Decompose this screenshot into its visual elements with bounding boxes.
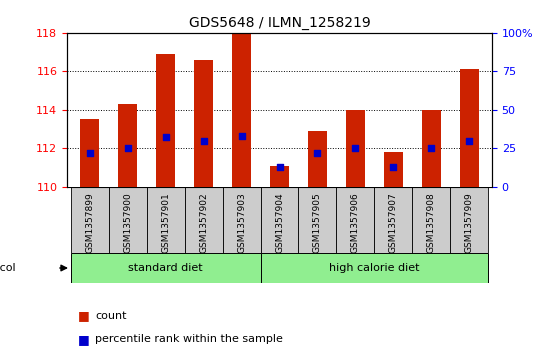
Point — [124, 145, 132, 151]
Bar — [337, 187, 375, 253]
Bar — [194, 60, 213, 187]
Point — [427, 145, 435, 151]
Bar — [232, 33, 251, 187]
Text: GSM1357900: GSM1357900 — [124, 192, 132, 253]
Bar — [80, 119, 100, 187]
Bar — [375, 187, 413, 253]
Text: GSM1357908: GSM1357908 — [427, 192, 435, 253]
Bar — [184, 187, 222, 253]
Point — [389, 164, 398, 170]
Text: standard diet: standard diet — [129, 263, 203, 273]
Text: percentile rank within the sample: percentile rank within the sample — [95, 334, 283, 344]
Bar — [71, 253, 260, 283]
Point — [86, 150, 94, 156]
Bar — [119, 104, 138, 187]
Text: ■: ■ — [78, 333, 90, 346]
Point — [313, 150, 322, 156]
Text: count: count — [95, 311, 126, 321]
Text: high calorie diet: high calorie diet — [329, 263, 420, 273]
Text: GSM1357904: GSM1357904 — [275, 192, 284, 253]
Bar — [109, 187, 146, 253]
Bar — [260, 187, 299, 253]
Point — [161, 135, 170, 140]
Bar — [270, 166, 289, 187]
Bar — [308, 131, 327, 187]
Point — [237, 133, 246, 139]
Point — [199, 138, 208, 143]
Bar — [260, 253, 488, 283]
Text: GSM1357907: GSM1357907 — [389, 192, 398, 253]
Text: ■: ■ — [78, 309, 90, 322]
Text: GSM1357906: GSM1357906 — [351, 192, 360, 253]
Text: GSM1357909: GSM1357909 — [465, 192, 473, 253]
Bar — [450, 187, 488, 253]
Bar — [222, 187, 260, 253]
Point — [465, 138, 473, 143]
Bar — [71, 187, 109, 253]
Bar — [156, 54, 175, 187]
Bar — [346, 110, 365, 187]
Bar — [146, 187, 184, 253]
Text: GSM1357901: GSM1357901 — [161, 192, 170, 253]
Point — [275, 164, 284, 170]
Bar — [384, 152, 403, 187]
Bar — [413, 187, 450, 253]
Text: growth protocol: growth protocol — [0, 263, 15, 273]
Text: GSM1357905: GSM1357905 — [313, 192, 322, 253]
Text: GSM1357902: GSM1357902 — [199, 192, 208, 253]
Title: GDS5648 / ILMN_1258219: GDS5648 / ILMN_1258219 — [188, 16, 371, 30]
Text: GSM1357903: GSM1357903 — [237, 192, 246, 253]
Point — [351, 145, 360, 151]
Bar — [299, 187, 337, 253]
Text: GSM1357899: GSM1357899 — [86, 192, 94, 253]
Bar — [421, 110, 440, 187]
Bar — [459, 69, 479, 187]
